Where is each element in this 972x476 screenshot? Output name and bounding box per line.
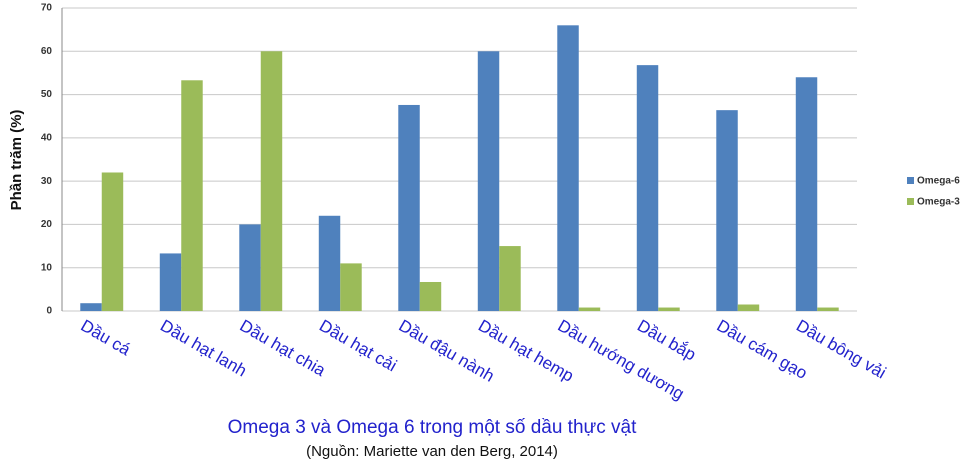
bar: [101, 172, 124, 311]
chart-title: Omega 3 và Omega 6 trong một số dầu thực…: [228, 417, 637, 438]
bar: [499, 246, 521, 311]
chart-subtitle: (Nguồn: Mariette van den Berg, 2014): [306, 443, 558, 460]
y-tick-label: 60: [41, 46, 53, 57]
bar: [557, 25, 579, 312]
x-tick-label: Dầu hạt cải: [316, 316, 400, 375]
y-tick-label: 30: [41, 176, 53, 187]
bar: [795, 77, 818, 311]
bar: [239, 224, 261, 311]
y-tick-label: 70: [41, 3, 53, 14]
x-tick-label: Dầu bắp: [634, 316, 699, 365]
legend-label: Omega-3: [917, 197, 960, 208]
bar: [260, 51, 283, 312]
bar: [817, 307, 839, 311]
bar: [716, 110, 738, 311]
y-axis-label: Phần trăm (%): [8, 110, 25, 211]
bar: [398, 104, 420, 312]
x-tick-label: Dầu hạt lanh: [157, 316, 250, 381]
legend-swatch: [907, 198, 914, 205]
bar: [159, 253, 182, 311]
x-tick-label: Dầu cá: [78, 316, 135, 360]
bar: [658, 307, 680, 311]
bar: [737, 304, 760, 311]
y-tick-label: 10: [41, 262, 53, 273]
bar: [477, 51, 500, 312]
y-tick-label: 40: [41, 132, 53, 143]
bar: [578, 307, 601, 311]
x-tick-label: Dầu hạt chia: [237, 316, 330, 380]
bar: [318, 215, 341, 311]
x-tick-label: Dầu bông vải: [793, 316, 889, 383]
bar: [181, 80, 203, 311]
bar: [80, 303, 102, 311]
legend-label: Omega-6: [917, 176, 960, 187]
y-tick-label: 50: [41, 89, 53, 100]
y-tick-label: 20: [41, 219, 53, 230]
bar: [419, 281, 442, 311]
bar: [636, 65, 659, 311]
bar: [340, 263, 362, 311]
legend-swatch: [907, 177, 914, 184]
y-tick-label: 0: [46, 306, 52, 317]
